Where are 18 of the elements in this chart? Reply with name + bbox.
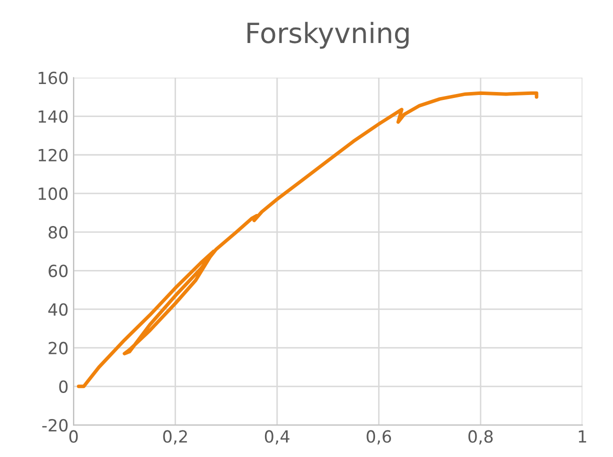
y-tick-label: 60 <box>48 264 68 278</box>
chart-title: Forskyvning <box>247 22 409 49</box>
x-tick-label: 0,2 <box>163 430 187 444</box>
y-tick-label: 160 <box>38 72 68 84</box>
y-tick-label: 80 <box>48 226 68 239</box>
line-series <box>76 91 538 388</box>
y-tick-label: 120 <box>38 148 68 162</box>
y-tick-label: 40 <box>48 303 68 316</box>
x-tick-label: 0,6 <box>366 430 392 444</box>
y-tick-label: -20 <box>42 418 68 432</box>
y-tick-label: 100 <box>38 187 68 200</box>
y-tick-label: 20 <box>48 342 68 354</box>
y-tick-label: 140 <box>38 110 68 123</box>
x-tick-label: 0,4 <box>264 430 290 444</box>
y-tick-label: 0 <box>59 380 68 393</box>
x-tick-label: 0 <box>69 430 78 443</box>
x-tick-label: 1 <box>578 430 586 443</box>
x-tick-label: 0,8 <box>468 430 493 444</box>
